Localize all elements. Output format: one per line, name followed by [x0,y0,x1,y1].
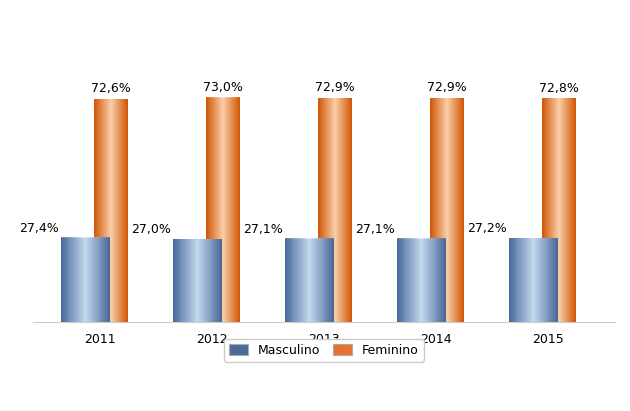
Bar [509,238,558,322]
Text: 27,0%: 27,0% [131,223,171,236]
Text: 72,8%: 72,8% [539,82,579,95]
Text: 72,9%: 72,9% [427,81,467,95]
Text: 72,9%: 72,9% [315,81,355,95]
Legend: Masculino, Feminino: Masculino, Feminino [224,339,423,362]
Bar [94,99,128,322]
Bar [61,238,110,322]
Bar [173,239,222,322]
Bar [397,239,445,322]
Bar [285,239,334,322]
Bar [207,98,240,322]
Text: 27,2%: 27,2% [467,222,507,236]
Text: 27,1%: 27,1% [243,223,283,236]
Text: 73,0%: 73,0% [203,81,243,94]
Bar [430,98,464,322]
Bar [542,99,576,322]
Text: 27,1%: 27,1% [355,223,395,236]
Bar [318,98,352,322]
Text: 27,4%: 27,4% [19,222,59,235]
Text: 72,6%: 72,6% [91,83,131,95]
